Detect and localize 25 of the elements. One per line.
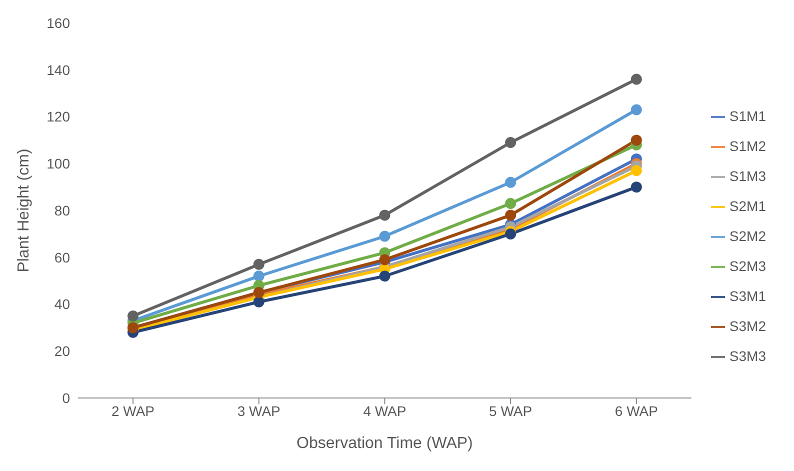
legend-label: S3M3 — [729, 348, 766, 364]
x-tick-label: 3 WAP — [237, 402, 280, 419]
legend-label: S2M3 — [729, 258, 766, 274]
x-tick-label: 5 WAP — [489, 402, 532, 419]
x-tick-label: 2 WAP — [111, 402, 155, 419]
legend-label: S2M1 — [729, 198, 766, 214]
y-tick-label: 140 — [46, 62, 70, 78]
y-tick-label: 80 — [54, 202, 70, 218]
y-tick-label: 120 — [46, 108, 70, 125]
y-tick-label: 160 — [46, 14, 70, 31]
x-tick-label: 4 WAP — [363, 402, 406, 419]
legend-label: S1M3 — [729, 168, 766, 184]
y-tick-label: 20 — [54, 343, 70, 360]
y-tick-label: 0 — [62, 390, 70, 406]
y-tick-label: 40 — [54, 296, 70, 312]
x-axis-title: Observation Time (WAP) — [296, 435, 473, 452]
legend-label: S1M1 — [729, 108, 766, 124]
y-tick-label: 100 — [46, 156, 70, 172]
legend-label: S3M2 — [729, 318, 766, 334]
legend-label: S3M1 — [729, 288, 766, 304]
x-tick-label: 6 WAP — [614, 402, 658, 419]
legend-label: S1M2 — [729, 138, 766, 154]
y-tick-label: 60 — [54, 249, 70, 266]
y-axis-title: Plant Height (cm) — [16, 148, 33, 272]
legend-label: S2M2 — [729, 228, 766, 244]
